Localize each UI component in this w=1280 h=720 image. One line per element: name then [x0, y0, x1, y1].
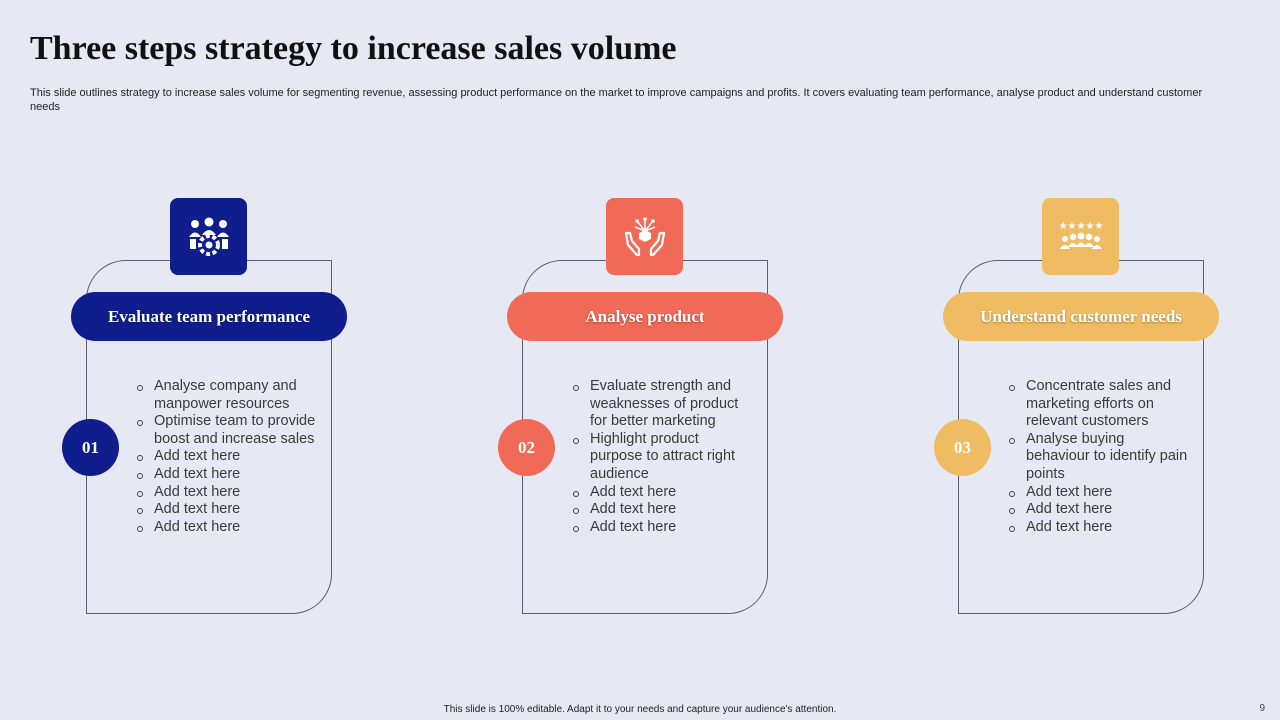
customer-rating-icon: ★★★★★ [1042, 198, 1119, 275]
list-item: Analyse company and manpower resources [136, 378, 316, 413]
slide-description: This slide outlines strategy to increase… [30, 87, 1203, 113]
page-title: Three steps strategy to increase sales v… [30, 30, 677, 67]
page-number: 9 [1259, 703, 1265, 714]
list-item: Concentrate sales and marketing efforts … [1008, 378, 1188, 431]
step-number-3: 03 [934, 419, 991, 476]
list-item: Add text here [136, 448, 316, 466]
list-item: Add text here [1008, 501, 1188, 519]
footer-note: This slide is 100% editable. Adapt it to… [443, 704, 837, 715]
step-heading-3: Understand customer needs [943, 292, 1219, 341]
team-gear-icon [170, 198, 247, 275]
list-item: Optimise team to provide boost and incre… [136, 413, 316, 448]
list-item: Add text here [1008, 484, 1188, 502]
list-item: Analyse buying behaviour to identify pai… [1008, 431, 1188, 484]
step-bullets-1: Analyse company and manpower resources O… [136, 378, 316, 536]
list-item: Add text here [572, 501, 752, 519]
step-heading-1: Evaluate team performance [71, 292, 347, 341]
list-item: Add text here [136, 501, 316, 519]
svg-text:★★★★★: ★★★★★ [1058, 221, 1103, 232]
list-item: Add text here [1008, 519, 1188, 537]
list-item: Highlight product purpose to attract rig… [572, 431, 752, 484]
step-bullets-3: Concentrate sales and marketing efforts … [1008, 378, 1188, 536]
step-bullets-2: Evaluate strength and weaknesses of prod… [572, 378, 752, 536]
list-item: Evaluate strength and weaknesses of prod… [572, 378, 752, 431]
list-item: Add text here [136, 484, 316, 502]
list-item: Add text here [572, 484, 752, 502]
step-number-1: 01 [62, 419, 119, 476]
list-item: Add text here [572, 519, 752, 537]
step-heading-2: Analyse product [507, 292, 783, 341]
list-item: Add text here [136, 519, 316, 537]
list-item: Add text here [136, 466, 316, 484]
step-number-2: 02 [498, 419, 555, 476]
hands-product-icon [606, 198, 683, 275]
